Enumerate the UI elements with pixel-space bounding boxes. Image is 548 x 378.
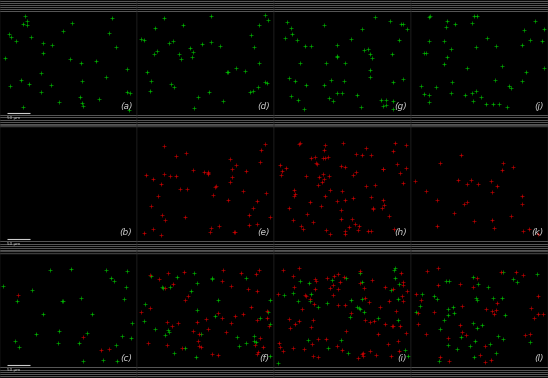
Text: (i): (i) [397, 354, 407, 363]
Text: 50 μm: 50 μm [7, 242, 20, 246]
Text: (d): (d) [257, 102, 270, 111]
Text: (a): (a) [120, 102, 133, 111]
Text: 50 μm: 50 μm [7, 116, 20, 119]
Text: (l): (l) [534, 354, 544, 363]
Text: (e): (e) [257, 228, 270, 237]
Text: (f): (f) [260, 354, 270, 363]
Text: 50 μm: 50 μm [7, 368, 20, 372]
Text: (j): (j) [534, 102, 544, 111]
Text: (c): (c) [121, 354, 133, 363]
Text: (k): (k) [532, 228, 544, 237]
Text: (g): (g) [394, 102, 407, 111]
Text: (b): (b) [120, 228, 133, 237]
Text: (h): (h) [394, 228, 407, 237]
